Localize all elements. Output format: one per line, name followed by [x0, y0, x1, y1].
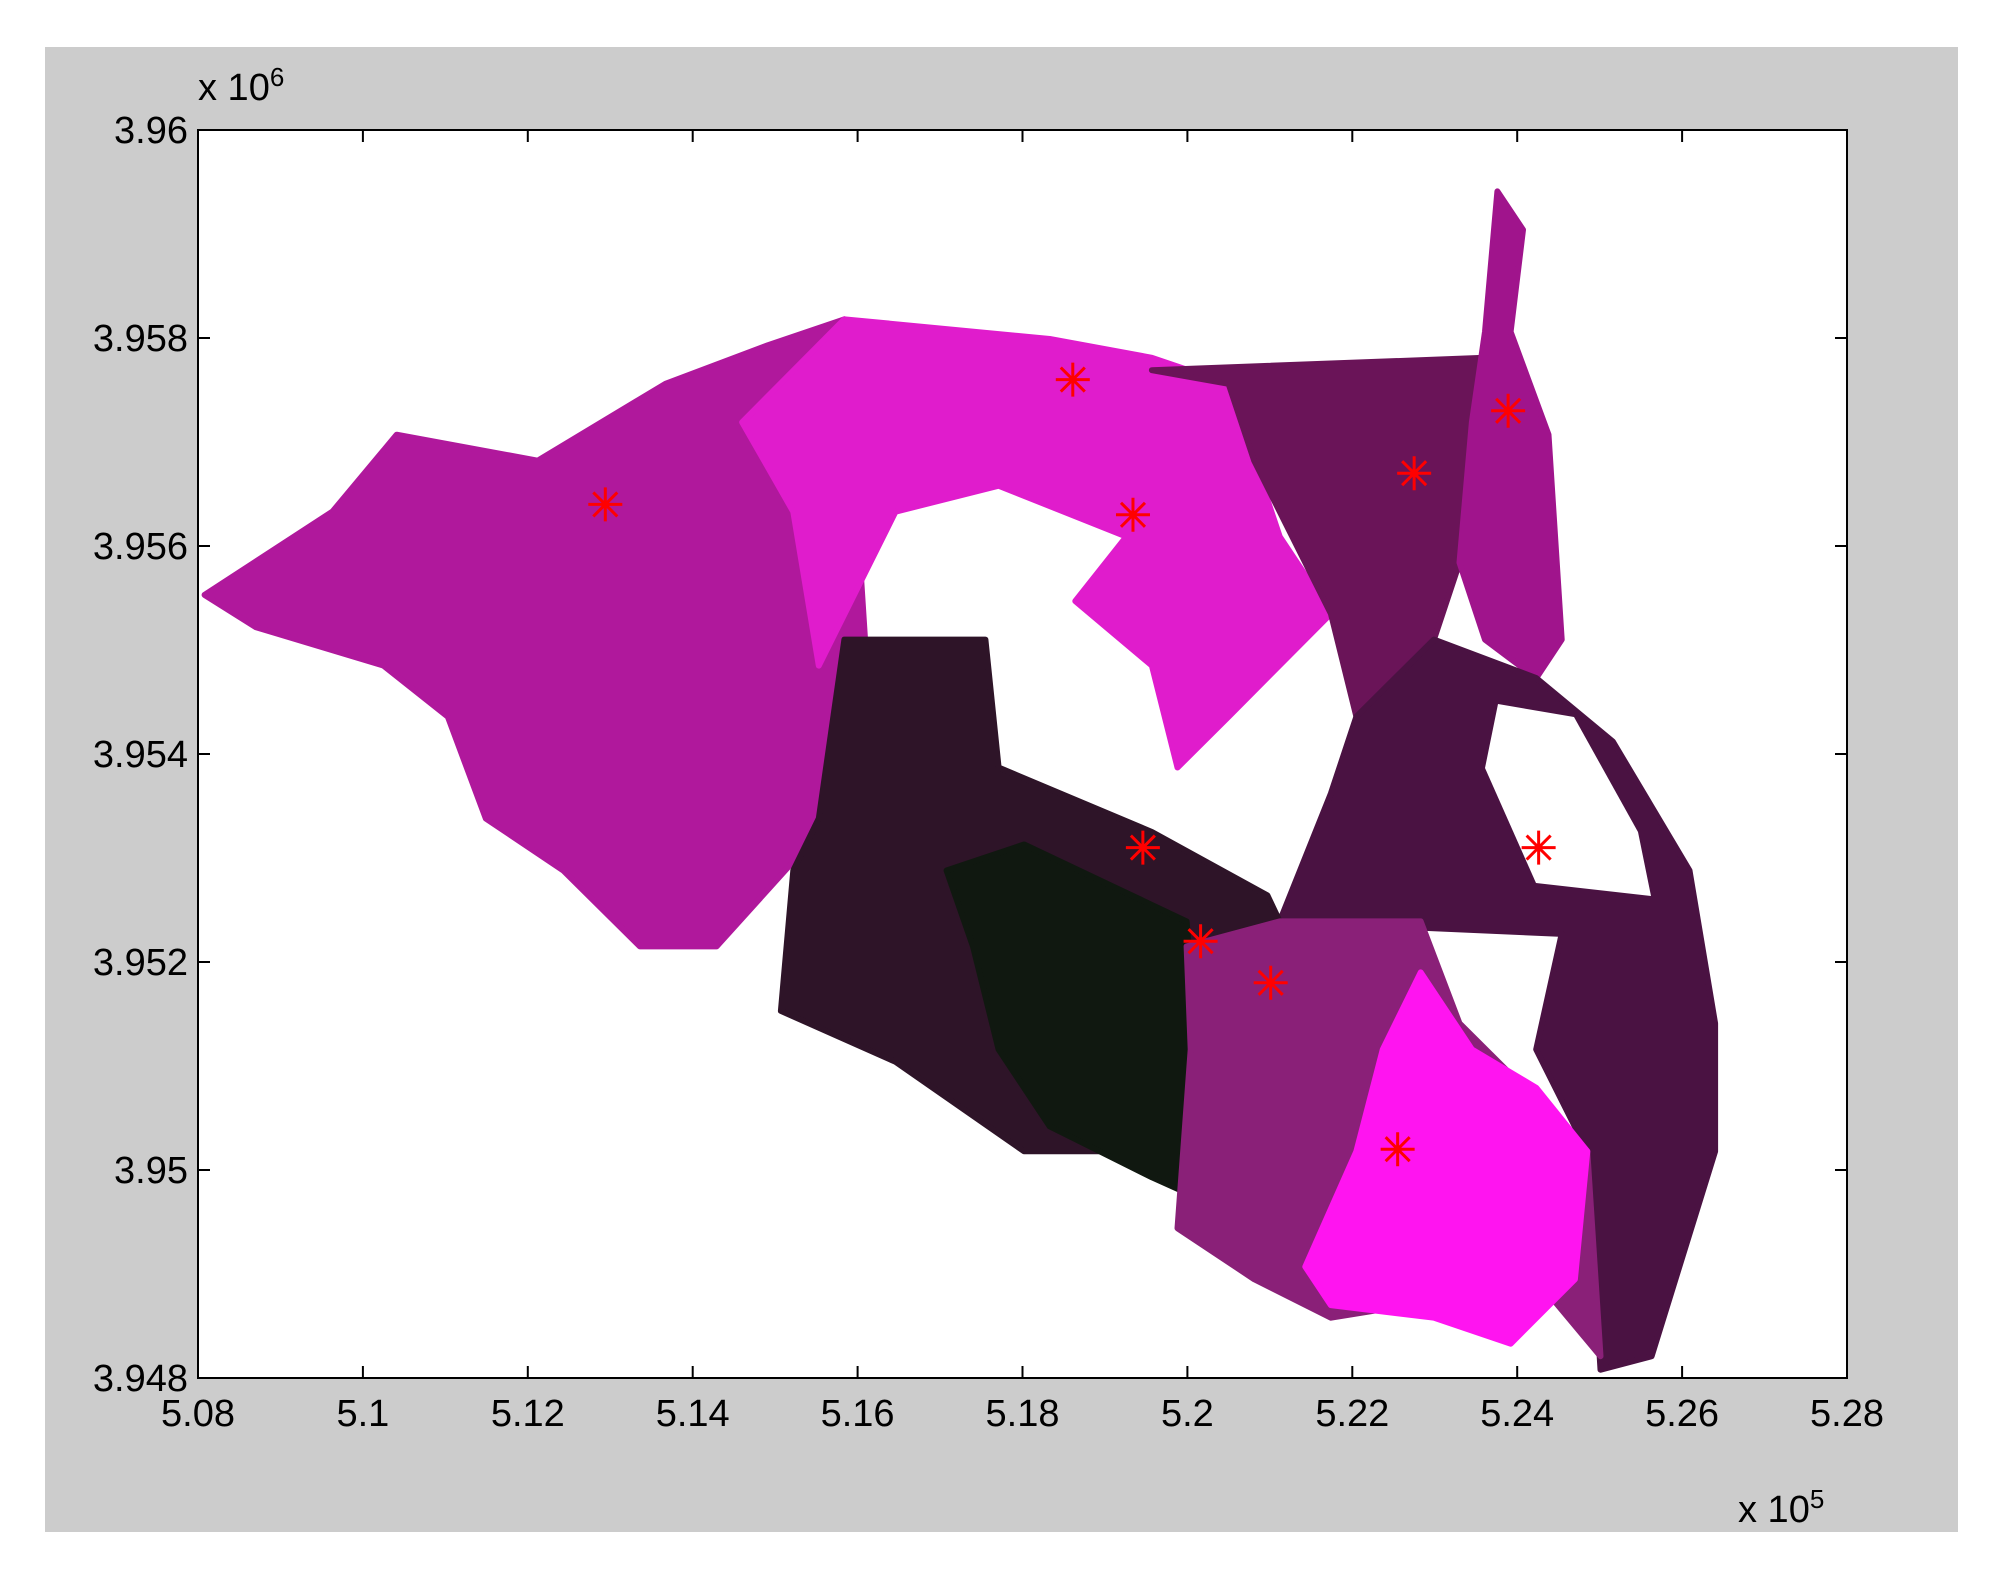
y-tick-label: 3.95 [114, 1150, 188, 1192]
x-tick-label: 5.14 [656, 1393, 730, 1435]
x-multiplier-base: x 10 [1738, 1489, 1810, 1531]
x-tick-label: 5.28 [1810, 1393, 1884, 1435]
centroid-star [1055, 362, 1090, 397]
centroid-star [1380, 1132, 1415, 1167]
x-tick-label: 5.2 [1161, 1393, 1214, 1435]
centroid-star [1183, 924, 1218, 959]
ticks: 5.08 5.1 5.12 5.14 5.16 5.18 5.2 5.22 5.24 5.26 5.… [93, 110, 1884, 1435]
centroid-star [1253, 965, 1288, 1000]
x-tick-label: 5.08 [161, 1393, 235, 1435]
x-tick-label: 5.1 [336, 1393, 389, 1435]
centroid-star [1125, 830, 1160, 865]
y-tick-label: 3.948 [93, 1358, 188, 1400]
x-tick-label: 5.12 [491, 1393, 565, 1435]
y-multiplier-base: x 10 [198, 67, 270, 109]
centroid-star [588, 487, 623, 522]
centroids [588, 362, 1556, 1167]
x-tick-label: 5.16 [821, 1393, 895, 1435]
centroid-star [1397, 456, 1432, 491]
cluster-region [1302, 969, 1591, 1347]
y-multiplier-exponent: 6 [270, 62, 284, 92]
cluster-region [943, 841, 1213, 1207]
x-multiplier: x 105 [1738, 1484, 1824, 1531]
centroid-star [1115, 497, 1150, 532]
y-tick-label: 3.958 [93, 318, 188, 360]
y-tick-label: 3.954 [93, 734, 188, 776]
x-multiplier-exponent: 5 [1810, 1484, 1824, 1514]
y-tick-label: 3.956 [93, 526, 188, 568]
x-tick-label: 5.26 [1645, 1393, 1719, 1435]
centroid-star [1491, 393, 1526, 428]
centroid-star [1521, 830, 1556, 865]
y-tick-label: 3.96 [114, 110, 188, 152]
x-tick-label: 5.22 [1315, 1393, 1389, 1435]
x-tick-label: 5.24 [1480, 1393, 1554, 1435]
y-multiplier: x 106 [198, 62, 284, 109]
y-tick-label: 3.952 [93, 942, 188, 984]
x-tick-label: 5.18 [986, 1393, 1060, 1435]
